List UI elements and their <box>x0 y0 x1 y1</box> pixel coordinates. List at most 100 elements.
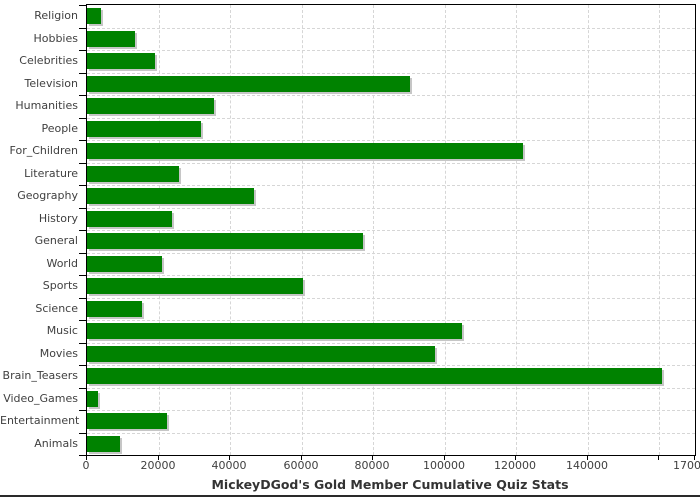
bar-Entertainment <box>87 413 167 429</box>
x-axis-tick-mark <box>158 455 159 460</box>
x-axis-tick-label: 20000 <box>140 459 176 472</box>
bar-Hobbies <box>87 31 135 47</box>
category-label: Celebrities <box>19 54 78 67</box>
y-axis-tick-mark <box>79 320 86 321</box>
x-axis-tick-label: 140000 <box>566 459 608 472</box>
x-axis-tick-mark <box>229 455 230 460</box>
y-axis-tick-mark <box>79 28 86 29</box>
chart-title: MickeyDGod's Gold Member Cumulative Quiz… <box>211 477 569 492</box>
horizontal-gridline <box>87 140 695 141</box>
bar-History <box>87 211 172 227</box>
bar-Music <box>87 323 462 339</box>
bar-Movies <box>87 346 435 362</box>
x-axis-tick-label: 60000 <box>283 459 319 472</box>
category-label: For_Children <box>9 144 78 157</box>
horizontal-gridline <box>87 365 695 366</box>
bar-Celebrities <box>87 53 155 69</box>
horizontal-gridline <box>87 73 695 74</box>
y-axis-tick-mark <box>79 118 86 119</box>
y-axis-tick-mark <box>79 140 86 141</box>
bar-Religion <box>87 8 101 24</box>
x-axis-tick-label: 0 <box>82 459 90 472</box>
y-axis-tick-mark <box>79 185 86 186</box>
x-axis-tick-mark <box>372 455 373 460</box>
y-axis-tick-mark <box>79 365 86 366</box>
horizontal-gridline <box>87 95 695 96</box>
y-axis-tick-mark <box>79 95 86 96</box>
x-axis-tick-mark <box>301 455 302 460</box>
y-axis-tick-mark <box>79 5 86 6</box>
y-axis-tick-mark <box>79 410 86 411</box>
horizontal-gridline <box>87 208 695 209</box>
y-axis-tick-mark <box>79 275 86 276</box>
x-axis-tick-label: 120000 <box>494 459 536 472</box>
bar-Science <box>87 301 142 317</box>
y-axis-tick-mark <box>79 230 86 231</box>
horizontal-gridline <box>87 185 695 186</box>
horizontal-gridline <box>87 320 695 321</box>
category-label: People <box>41 121 78 135</box>
category-label: Religion <box>34 9 78 22</box>
category-label: World <box>46 256 78 270</box>
category-label: Sports <box>42 279 78 292</box>
y-axis-tick-mark <box>79 455 86 456</box>
horizontal-gridline <box>87 253 695 254</box>
category-label: Brain_Teasers <box>2 369 78 382</box>
bar-General <box>87 233 363 249</box>
category-label: General <box>34 234 78 247</box>
bar-People <box>87 121 201 137</box>
x-axis-tick-label: 100000 <box>423 459 465 472</box>
x-axis-tick-label: 80000 <box>354 459 390 472</box>
bar-Humanities <box>87 98 214 114</box>
x-axis-tick-mark <box>444 455 445 460</box>
horizontal-gridline <box>87 275 695 276</box>
category-label: Hobbies <box>33 31 78 45</box>
horizontal-gridline <box>87 433 695 434</box>
category-label: Animals <box>34 436 78 450</box>
x-axis-tick-mark <box>587 455 588 460</box>
y-axis-tick-mark <box>79 163 86 164</box>
plot-area <box>86 4 696 456</box>
bar-For_Children <box>87 143 523 159</box>
bottom-border-line <box>0 495 700 497</box>
category-label: History <box>38 211 78 225</box>
bar-Sports <box>87 278 303 294</box>
category-label: Entertainment <box>0 414 80 427</box>
bar-Literature <box>87 166 179 182</box>
bar-Video_Games <box>87 391 98 407</box>
horizontal-gridline <box>87 410 695 411</box>
bar-Brain_Teasers <box>87 368 662 384</box>
horizontal-gridline <box>87 298 695 299</box>
y-axis-tick-mark <box>79 433 86 434</box>
x-axis-tick-label: 40000 <box>211 459 247 472</box>
category-label: Movies <box>39 346 78 360</box>
category-label: Humanities <box>15 99 78 112</box>
category-label: Music <box>46 324 78 337</box>
x-axis-tick-mark <box>515 455 516 460</box>
bar-World <box>87 256 162 272</box>
y-axis-tick-mark <box>79 253 86 254</box>
horizontal-gridline <box>87 163 695 164</box>
bar-Television <box>87 76 410 92</box>
x-axis-tick-mark <box>86 455 87 460</box>
category-label: Video_Games <box>3 391 78 405</box>
y-axis-tick-mark <box>79 73 86 74</box>
y-axis-tick-mark <box>79 208 86 209</box>
horizontal-gridline <box>87 343 695 344</box>
horizontal-gridline <box>87 388 695 389</box>
horizontal-gridline <box>87 230 695 231</box>
category-label: Science <box>35 301 78 315</box>
y-axis-tick-mark <box>79 388 86 389</box>
y-axis-tick-mark <box>79 50 86 51</box>
category-label: Television <box>24 76 79 90</box>
bar-Animals <box>87 436 120 452</box>
x-axis-tick-label: 170000 <box>673 459 700 472</box>
bar-Geography <box>87 188 254 204</box>
horizontal-gridline <box>87 50 695 51</box>
horizontal-gridline <box>87 118 695 119</box>
horizontal-gridline <box>87 28 695 29</box>
x-axis-tick-mark <box>694 455 695 460</box>
x-axis-tick-mark <box>658 455 659 460</box>
y-axis-tick-mark <box>79 343 86 344</box>
